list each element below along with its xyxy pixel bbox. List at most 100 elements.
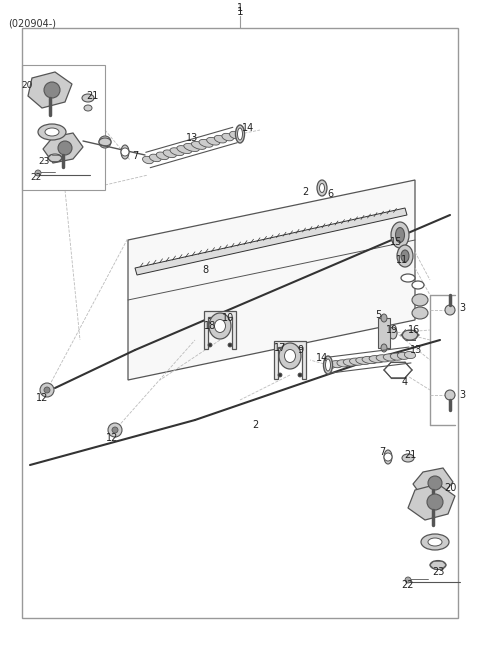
Ellipse shape — [381, 314, 387, 322]
Text: 22: 22 — [402, 580, 414, 590]
Text: (020904-): (020904-) — [8, 18, 56, 28]
Text: 1: 1 — [237, 3, 243, 13]
Circle shape — [58, 141, 72, 155]
Ellipse shape — [236, 125, 244, 143]
Text: 17: 17 — [274, 343, 286, 353]
Circle shape — [428, 476, 442, 490]
Polygon shape — [274, 341, 306, 379]
Text: 21: 21 — [404, 450, 416, 460]
Ellipse shape — [324, 361, 336, 369]
Ellipse shape — [121, 145, 129, 159]
Text: 13: 13 — [186, 133, 198, 143]
Ellipse shape — [84, 105, 92, 111]
Text: 12: 12 — [36, 393, 48, 403]
Bar — [22, 65, 105, 190]
Ellipse shape — [402, 454, 414, 462]
Text: 7: 7 — [379, 447, 385, 457]
Text: 4: 4 — [402, 377, 408, 387]
Circle shape — [278, 373, 282, 377]
Circle shape — [112, 427, 118, 433]
Ellipse shape — [325, 359, 331, 371]
Ellipse shape — [391, 222, 409, 248]
Text: 22: 22 — [30, 174, 42, 183]
Ellipse shape — [343, 359, 357, 366]
Ellipse shape — [199, 140, 213, 148]
Ellipse shape — [285, 350, 296, 363]
Text: 7: 7 — [132, 151, 138, 161]
Text: 23: 23 — [432, 567, 444, 577]
Polygon shape — [43, 133, 83, 163]
Ellipse shape — [421, 534, 449, 550]
Ellipse shape — [143, 156, 154, 164]
Text: 8: 8 — [202, 265, 208, 275]
Ellipse shape — [349, 358, 364, 365]
Ellipse shape — [401, 250, 409, 262]
Text: 3: 3 — [459, 390, 465, 400]
Ellipse shape — [362, 356, 378, 363]
Circle shape — [35, 170, 41, 176]
Ellipse shape — [337, 359, 350, 367]
Text: 2: 2 — [252, 420, 258, 430]
Ellipse shape — [384, 450, 392, 464]
Text: 21: 21 — [86, 91, 98, 101]
Text: 9: 9 — [297, 345, 303, 355]
Circle shape — [445, 305, 455, 315]
Text: 19: 19 — [386, 325, 398, 335]
Ellipse shape — [229, 131, 240, 138]
Ellipse shape — [82, 94, 94, 102]
Circle shape — [445, 390, 455, 400]
Text: 20: 20 — [444, 483, 456, 493]
Circle shape — [208, 343, 212, 347]
Polygon shape — [28, 72, 72, 108]
Text: 20: 20 — [21, 81, 33, 90]
Polygon shape — [384, 362, 412, 378]
Ellipse shape — [209, 313, 231, 339]
Ellipse shape — [412, 281, 424, 289]
Circle shape — [108, 423, 122, 437]
Text: 11: 11 — [396, 255, 408, 265]
Ellipse shape — [192, 142, 206, 150]
Circle shape — [427, 494, 443, 510]
Text: 16: 16 — [408, 325, 420, 335]
Ellipse shape — [184, 144, 199, 151]
Ellipse shape — [376, 355, 391, 362]
Ellipse shape — [324, 356, 333, 374]
Text: 6: 6 — [327, 189, 333, 199]
Ellipse shape — [401, 274, 415, 282]
Circle shape — [121, 148, 129, 156]
Ellipse shape — [163, 150, 176, 157]
Ellipse shape — [381, 344, 387, 352]
Ellipse shape — [279, 343, 301, 369]
Bar — [378, 318, 390, 348]
Circle shape — [44, 387, 50, 393]
Ellipse shape — [45, 128, 59, 136]
Polygon shape — [135, 208, 407, 275]
Text: 5: 5 — [375, 310, 381, 320]
Text: 18: 18 — [204, 321, 216, 331]
Text: 13: 13 — [410, 345, 422, 355]
Circle shape — [44, 82, 60, 98]
Ellipse shape — [403, 330, 418, 340]
Ellipse shape — [389, 327, 397, 339]
Ellipse shape — [215, 320, 226, 333]
Ellipse shape — [170, 148, 184, 155]
Polygon shape — [413, 468, 453, 498]
Text: 23: 23 — [38, 157, 50, 166]
Ellipse shape — [397, 245, 413, 267]
Ellipse shape — [99, 138, 111, 146]
Ellipse shape — [156, 152, 169, 160]
Text: 1: 1 — [237, 7, 243, 17]
Ellipse shape — [149, 154, 161, 162]
Ellipse shape — [222, 133, 234, 141]
Circle shape — [298, 373, 302, 377]
Ellipse shape — [331, 361, 343, 368]
Ellipse shape — [412, 294, 428, 306]
Text: 2: 2 — [302, 187, 308, 197]
Ellipse shape — [428, 538, 442, 546]
Ellipse shape — [48, 154, 62, 162]
Circle shape — [384, 453, 392, 461]
Text: 12: 12 — [106, 433, 118, 443]
Ellipse shape — [317, 180, 327, 196]
Circle shape — [99, 136, 111, 148]
Ellipse shape — [430, 560, 446, 569]
